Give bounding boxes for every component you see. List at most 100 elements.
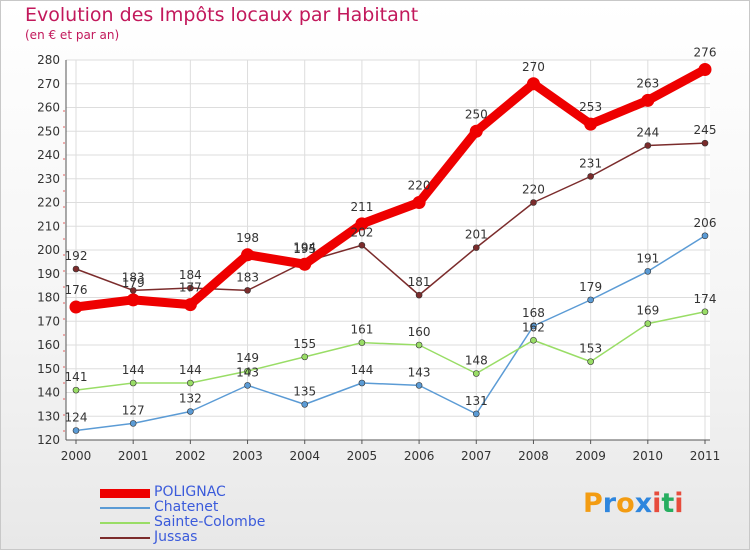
data-point: [358, 339, 366, 346]
x-tick-label: 2011: [690, 449, 721, 463]
data-label: 183: [236, 270, 259, 284]
proxiti-logo: Proxiti: [583, 488, 684, 519]
data-label: 263: [636, 76, 659, 90]
x-tick-label: 2004: [289, 449, 320, 463]
data-label: 192: [65, 249, 88, 263]
data-label: 124: [65, 411, 88, 425]
x-tick-label: 2000: [61, 449, 92, 463]
data-label: 253: [579, 100, 602, 114]
data-point: [472, 410, 480, 418]
y-tick-label: 140: [37, 386, 60, 400]
data-label: 198: [236, 231, 259, 245]
legend-item: Chatenet: [100, 499, 340, 516]
legend-label: Jussas: [154, 529, 198, 545]
data-point: [701, 308, 709, 316]
y-tick-label: 200: [37, 243, 60, 257]
data-label: 179: [579, 280, 602, 294]
y-tick-label: 220: [37, 196, 60, 210]
data-point: [530, 199, 537, 206]
y-tick-label: 170: [37, 314, 60, 328]
data-point: [241, 248, 255, 262]
logo-letter: x: [634, 488, 653, 519]
data-point: [244, 287, 251, 294]
data-label: 135: [293, 384, 316, 398]
data-point: [187, 408, 194, 415]
data-label: 153: [579, 342, 602, 356]
x-tick-label: 2005: [347, 449, 378, 463]
data-label: 202: [350, 225, 373, 239]
data-label: 176: [65, 283, 88, 297]
y-tick-label: 180: [37, 291, 60, 305]
data-point: [415, 291, 423, 299]
data-label: 143: [408, 365, 431, 379]
data-label: 231: [579, 156, 602, 170]
x-tick-label: 2006: [404, 449, 435, 463]
logo-letter: r: [602, 488, 617, 519]
y-tick-label: 120: [37, 433, 60, 447]
y-tick-label: 210: [37, 219, 60, 233]
y-tick-label: 230: [37, 172, 60, 186]
data-point: [358, 379, 366, 387]
x-tick-label: 2009: [575, 449, 606, 463]
data-label: 131: [465, 394, 488, 408]
data-point: [469, 124, 483, 138]
data-point: [301, 353, 309, 361]
legend-item: Jussas: [100, 529, 340, 546]
data-point: [129, 420, 137, 427]
data-label: 220: [408, 179, 431, 193]
data-point: [701, 232, 709, 240]
data-label: 168: [522, 306, 545, 320]
data-point: [701, 139, 709, 147]
data-point: [129, 379, 137, 387]
data-point: [187, 379, 194, 387]
data-label: 220: [522, 183, 545, 197]
data-point: [587, 173, 594, 180]
data-point: [72, 427, 80, 434]
data-label: 127: [122, 403, 145, 417]
data-point: [358, 241, 366, 249]
x-tick-label: 2001: [118, 449, 149, 463]
legend-swatch: [100, 507, 150, 509]
data-label: 141: [65, 370, 88, 384]
data-point: [355, 217, 369, 231]
data-point: [415, 382, 423, 389]
y-tick-label: 250: [37, 124, 60, 138]
legend-swatch: [100, 537, 150, 539]
data-point: [72, 386, 80, 394]
series-line-sainte-colombe: [75, 311, 706, 391]
y-tick-label: 240: [37, 148, 60, 162]
legend-swatch: [100, 522, 150, 524]
data-label: 270: [522, 60, 545, 74]
data-label: 177: [179, 281, 202, 295]
data-label: 211: [350, 200, 373, 214]
data-label: 144: [179, 363, 202, 377]
logo-letter: i: [674, 488, 684, 519]
data-label: 179: [122, 276, 145, 290]
x-tick-label: 2007: [461, 449, 492, 463]
data-point: [244, 367, 251, 375]
chart-title: Evolution des Impôts locaux par Habitant: [25, 4, 419, 26]
legend-label: POLIGNAC: [154, 484, 226, 500]
data-point: [530, 336, 537, 344]
data-label: 191: [636, 251, 659, 265]
y-tick-label: 150: [37, 362, 60, 376]
data-label: 169: [636, 304, 659, 318]
data-point: [472, 244, 480, 251]
axes: 120 130 140 150 160 170 180 190 200 210 220 230 240 2…: [37, 53, 720, 463]
data-point: [526, 77, 540, 91]
logo-letter: P: [583, 488, 603, 519]
y-tick-label: 130: [37, 409, 60, 423]
series-line-polignac: [75, 65, 708, 312]
x-tick-label: 2003: [232, 449, 263, 463]
data-label: 184: [179, 268, 202, 282]
data-label: 155: [293, 337, 316, 351]
data-point: [587, 296, 594, 304]
data-label: 149: [236, 351, 259, 365]
data-point: [584, 117, 598, 131]
data-point: [126, 293, 140, 307]
data-label: 144: [122, 363, 145, 377]
data-point: [641, 93, 655, 107]
x-tick-label: 2002: [175, 449, 206, 463]
data-point: [301, 401, 309, 408]
